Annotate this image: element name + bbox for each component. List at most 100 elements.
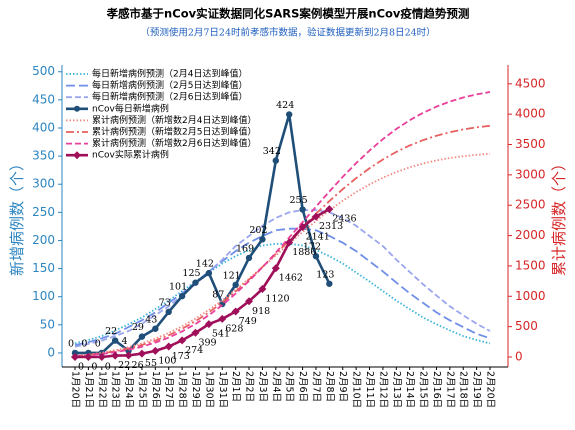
- y-tick-label: 150: [32, 261, 55, 275]
- data-point: [259, 236, 266, 243]
- series: [74, 209, 491, 348]
- y2-tick-label: 2000: [515, 228, 546, 242]
- data-label: 22: [118, 360, 130, 371]
- y-tick-label: 0: [47, 345, 55, 359]
- x-tick-label: 2月2日: [244, 371, 255, 402]
- series-line: [74, 152, 491, 357]
- data-point: [326, 280, 333, 287]
- data-point: [205, 269, 213, 277]
- data-label: 342: [263, 146, 281, 157]
- data-label: 202: [249, 225, 267, 236]
- data-label: 2436: [332, 214, 356, 225]
- x-tick-label: 2月17日: [444, 371, 455, 408]
- y2-tick-label: 0: [515, 349, 523, 363]
- legend-label: nCov每日新增病例: [92, 102, 169, 114]
- data-label: 628: [225, 323, 243, 334]
- data-point: [164, 342, 173, 351]
- y2-tick-label: 2500: [515, 198, 546, 212]
- data-label: 918: [252, 306, 270, 317]
- data-label: 1462: [279, 273, 303, 284]
- data-label: 0: [68, 338, 74, 349]
- data-label: 101: [169, 282, 187, 293]
- data-label: 29: [132, 322, 144, 333]
- data-label: 121: [223, 270, 241, 281]
- data-label: 2141: [306, 232, 330, 243]
- data-point: [245, 297, 254, 306]
- y2-tick-label: 3500: [515, 137, 546, 151]
- legend-label: nCov实际累计病例: [92, 149, 169, 161]
- data-label: 0: [78, 361, 84, 372]
- y2-axis-label: 累计病例数（个）: [550, 156, 568, 276]
- y-tick-label: 300: [32, 177, 55, 191]
- data-point: [97, 352, 106, 361]
- data-point: [245, 254, 253, 262]
- series-line: [74, 209, 491, 348]
- legend-marker: [73, 151, 81, 160]
- data-point: [192, 279, 199, 286]
- x-tick-label: 1月29日: [190, 371, 201, 408]
- series-line: [74, 124, 491, 357]
- y-tick-label: 350: [32, 149, 55, 163]
- data-point: [178, 292, 186, 300]
- data-point: [151, 346, 160, 355]
- data-label: 125: [182, 268, 200, 279]
- x-tick-label: 2月13日: [391, 371, 402, 408]
- x-tick-label: 1月31日: [217, 371, 228, 408]
- data-label: 73: [159, 297, 171, 308]
- y2-tick-label: 4000: [515, 107, 546, 121]
- data-point: [232, 281, 239, 289]
- data-point: [71, 349, 79, 357]
- x-tick-label: 2月4日: [270, 371, 281, 402]
- x-tick-label: 2月14日: [404, 371, 415, 408]
- data-label: 123: [316, 269, 334, 280]
- x-tick-label: 1月21日: [83, 371, 94, 408]
- y2-tick-label: 1500: [515, 258, 546, 272]
- x-tick-label: 2月18日: [458, 371, 469, 408]
- data-label: 87: [212, 290, 224, 301]
- y-tick-label: 450: [32, 92, 55, 106]
- series-line: [74, 91, 491, 358]
- y2-tick-label: 500: [515, 319, 538, 333]
- data-label: 0: [81, 338, 87, 349]
- data-point: [271, 264, 280, 273]
- series: 0 0 02242943731011251428712116920234242425…: [68, 100, 334, 357]
- x-tick-label: 2月15日: [418, 371, 429, 408]
- data-point: [71, 352, 79, 361]
- x-tick-label: 1月22日: [96, 371, 107, 408]
- data-point: [191, 328, 200, 337]
- data-label: 0: [91, 361, 97, 372]
- data-label: 0: [105, 361, 111, 372]
- y-tick-label: 200: [32, 233, 55, 247]
- legend-label: 累计病例预测（新增数2月4日达到峰值）: [92, 114, 256, 126]
- data-point: [111, 351, 120, 360]
- data-label: 541: [212, 329, 230, 340]
- data-point: [298, 223, 307, 232]
- data-label: 22: [105, 326, 117, 337]
- x-tick-label: 1月27日: [163, 371, 174, 408]
- data-point: [84, 352, 93, 361]
- chart-subtitle: （预测使用2月7日24时前孝感市数据，验证数据更新到2月8日24时）: [140, 27, 435, 39]
- data-point: [137, 349, 146, 358]
- data-point: [311, 212, 320, 221]
- data-point: [165, 308, 172, 316]
- data-label: 169: [236, 243, 254, 254]
- x-tick-label: 1月30日: [203, 371, 214, 408]
- data-point: [218, 314, 227, 323]
- x-tick-label: 2月7日: [310, 371, 321, 402]
- x-tick-label: 1月23日: [110, 371, 121, 408]
- data-label: 55: [145, 358, 157, 369]
- legend-marker: [74, 105, 80, 112]
- x-tick-label: 2月12日: [377, 371, 388, 408]
- x-tick-label: 2月8日: [324, 371, 335, 402]
- x-tick-label: 2月1日: [230, 371, 241, 402]
- legend-label: 累计病例预测（新增数2月5日达到峰值）: [92, 126, 256, 138]
- data-label: 173: [172, 351, 190, 362]
- series: [74, 124, 491, 357]
- series: 0 0 0 22 26 55 1001732743995416287499181120146…: [71, 205, 357, 372]
- y-axis-label: 新增病例数（个）: [8, 156, 26, 276]
- data-label: 255: [290, 195, 308, 206]
- data-label: 100: [158, 355, 176, 366]
- x-tick-label: 1月26日: [150, 371, 161, 408]
- data-point: [138, 333, 146, 340]
